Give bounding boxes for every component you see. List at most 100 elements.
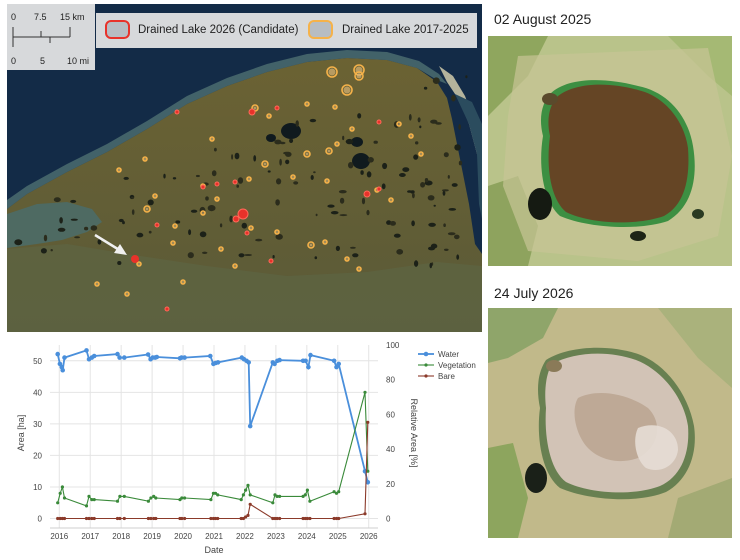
bare-data-point bbox=[58, 516, 62, 521]
small-lake bbox=[219, 223, 223, 228]
study-lake-marker bbox=[131, 255, 139, 263]
legend-label-vegetation: Vegetation bbox=[438, 361, 476, 370]
drained-lake-2017-2025 bbox=[307, 241, 315, 249]
small-lake bbox=[456, 254, 460, 260]
small-lake bbox=[238, 253, 245, 258]
drained-lake-fill bbox=[126, 293, 128, 295]
lagoon bbox=[455, 94, 482, 219]
y-tick-label: 30 bbox=[33, 420, 42, 429]
water-data-point bbox=[336, 361, 342, 367]
water-data-point bbox=[308, 352, 313, 358]
small-lake bbox=[415, 141, 419, 145]
drained-lake-2026 bbox=[376, 186, 382, 192]
study-lake-arrow bbox=[94, 233, 127, 255]
small-lake bbox=[367, 157, 374, 163]
small-lake bbox=[202, 251, 208, 254]
vegetation-data-point bbox=[87, 494, 91, 498]
bare-data-point bbox=[363, 512, 367, 516]
small-lake bbox=[244, 254, 253, 256]
dark-lake bbox=[351, 137, 363, 147]
legend-marker-bare bbox=[424, 374, 428, 378]
drained-lake-fill bbox=[328, 68, 336, 76]
drained-lake-fill bbox=[182, 281, 184, 283]
drained-lake-2017-2025 bbox=[325, 147, 333, 155]
small-lake bbox=[382, 162, 388, 170]
vegetation-data-point bbox=[278, 494, 282, 498]
drained-lake-2026 bbox=[248, 108, 256, 116]
drained-lake-2017-2025 bbox=[209, 136, 215, 142]
small-lake bbox=[272, 255, 275, 259]
bare-data-point bbox=[366, 420, 370, 424]
drained-lake-fill bbox=[398, 123, 400, 125]
drained-lake-fill bbox=[211, 138, 213, 140]
y-tick-label: 40 bbox=[33, 388, 42, 397]
vegetation-data-point bbox=[115, 499, 120, 503]
drained-lake-fill bbox=[336, 143, 338, 145]
vegetation-data-point bbox=[122, 494, 126, 498]
vegetation-data-point bbox=[305, 488, 309, 492]
vegetation-series-line bbox=[57, 392, 369, 507]
x-tick-label: 2016 bbox=[50, 532, 68, 541]
water-data-point bbox=[277, 357, 282, 363]
water-data-point bbox=[208, 353, 213, 359]
x-tick-label: 2025 bbox=[329, 532, 347, 541]
small-lake bbox=[236, 184, 239, 188]
small-lake bbox=[417, 117, 421, 123]
scale-bar: 0 7.5 15 km 0 5 10 mi bbox=[7, 4, 95, 70]
small-lake bbox=[229, 215, 233, 223]
y-tick-label: 10 bbox=[33, 483, 42, 492]
small-lake bbox=[458, 124, 461, 130]
drained-lake-2017-2025 bbox=[170, 240, 176, 246]
x-tick-label: 2019 bbox=[143, 532, 161, 541]
x-axis-label: Date bbox=[204, 545, 223, 555]
drained-lake-2026 bbox=[200, 184, 206, 190]
drained-lake-fill bbox=[410, 135, 412, 137]
small-lake bbox=[315, 213, 318, 217]
y2-tick-label: 60 bbox=[386, 410, 395, 419]
drained-lake-2026 bbox=[274, 105, 280, 111]
small-lake bbox=[342, 135, 345, 141]
drained-lake-fill bbox=[309, 243, 313, 247]
small-lake bbox=[14, 239, 23, 246]
drained-lake-2017-2025 bbox=[332, 104, 338, 110]
drained-lake-2017-2025 bbox=[303, 150, 311, 158]
bare-data-point bbox=[92, 516, 96, 521]
photo-1-date: 02 August 2025 bbox=[494, 11, 592, 27]
bare-data-point bbox=[118, 516, 122, 521]
bare-data-point bbox=[337, 516, 341, 521]
drained-lake-2017-2025 bbox=[349, 126, 355, 132]
small-lake bbox=[205, 196, 209, 201]
small-lake bbox=[465, 75, 468, 79]
drained-lake-2017-2025 bbox=[116, 167, 122, 173]
bare-data-point bbox=[90, 516, 94, 521]
water-data-point bbox=[84, 348, 89, 353]
water-data-point bbox=[365, 480, 371, 485]
drained-lake-2017-2025 bbox=[136, 261, 142, 267]
small-lake bbox=[131, 209, 135, 215]
legend-label-water: Water bbox=[438, 350, 459, 359]
water-data-point bbox=[331, 358, 337, 364]
small-lake bbox=[339, 197, 345, 204]
small-lake bbox=[118, 218, 124, 223]
small-lake bbox=[366, 209, 370, 216]
small-lake bbox=[338, 190, 347, 194]
small-lake bbox=[289, 138, 294, 143]
drained-lake-2017-2025 bbox=[232, 263, 238, 269]
scale-mi-tick-2: 10 mi bbox=[67, 56, 90, 66]
small-lake bbox=[396, 249, 404, 255]
bare-data-point bbox=[278, 516, 282, 521]
small-lake bbox=[207, 205, 216, 212]
small-lake bbox=[70, 218, 78, 221]
small-lake bbox=[447, 232, 456, 236]
drained-lake-2017-2025 bbox=[322, 239, 328, 245]
drained-lake-fill bbox=[326, 180, 328, 182]
drained-lake-fill bbox=[144, 158, 146, 160]
drained-lake-2017-2025 bbox=[142, 156, 148, 162]
small-lake bbox=[314, 256, 318, 260]
vegetation-data-point bbox=[118, 494, 122, 498]
small-lake bbox=[454, 144, 461, 151]
bare-data-point bbox=[183, 516, 187, 521]
bare-data-point bbox=[216, 516, 220, 521]
small-lake bbox=[136, 232, 144, 238]
drained-lake-fill bbox=[145, 207, 149, 211]
